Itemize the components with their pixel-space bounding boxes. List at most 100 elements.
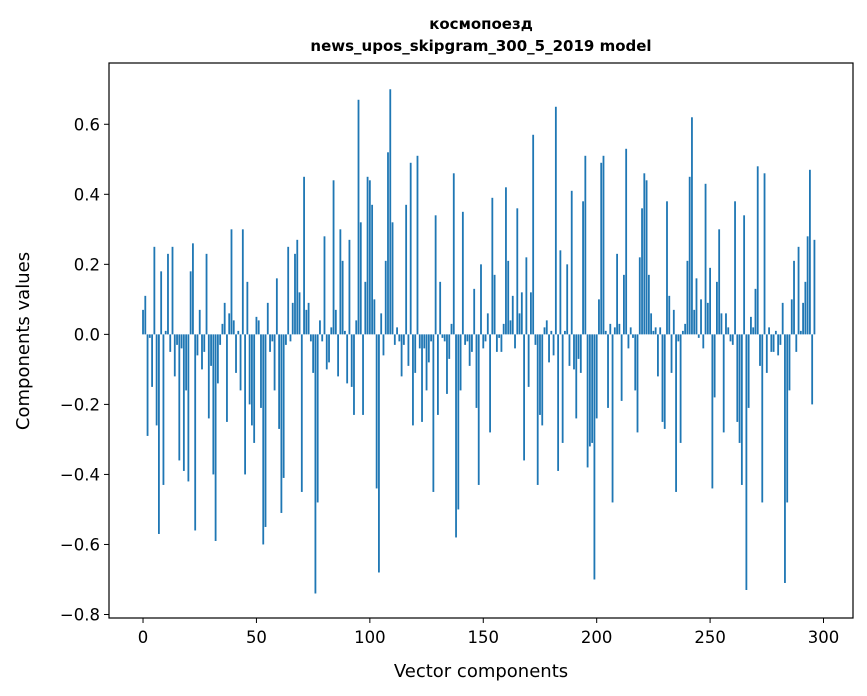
bar [430, 334, 432, 342]
bar [421, 334, 423, 422]
bar [695, 278, 698, 335]
y-tick-label: 0.6 [74, 115, 100, 134]
bar [232, 320, 235, 335]
bar [167, 253, 169, 335]
bar [720, 313, 723, 335]
bar [198, 309, 201, 335]
bar [575, 334, 578, 419]
bar [604, 330, 607, 335]
bar [348, 239, 351, 335]
bar [489, 334, 491, 433]
bar [763, 173, 766, 335]
bar [552, 334, 555, 356]
x-axis-label: Vector components [394, 661, 568, 682]
bar [611, 334, 614, 503]
bar [523, 334, 525, 461]
bar [634, 334, 637, 391]
bar [584, 155, 587, 335]
bar [196, 334, 199, 356]
bar [418, 334, 421, 349]
bar [527, 334, 530, 387]
bar [382, 334, 385, 356]
bar [405, 204, 408, 335]
bar [784, 334, 786, 583]
bar [359, 222, 362, 335]
bar [219, 334, 222, 345]
bar [278, 334, 281, 429]
bar [144, 295, 147, 335]
bar [740, 334, 743, 485]
bar [686, 260, 689, 335]
bar [516, 208, 519, 335]
bar [638, 257, 641, 335]
bar [173, 334, 176, 377]
bar [307, 302, 310, 335]
chart-title-line1: космопоезд [429, 15, 533, 33]
bar [334, 309, 337, 335]
bar [228, 313, 231, 335]
bar [257, 320, 260, 335]
bar [636, 334, 639, 433]
bar [672, 309, 675, 335]
bar [482, 334, 485, 349]
y-tick-label: 0.2 [74, 255, 100, 274]
bar [752, 327, 755, 335]
bar [484, 334, 487, 342]
bar [493, 274, 496, 335]
bar [146, 334, 149, 436]
bar [280, 334, 283, 513]
y-axis: −0.8 −0.6 −0.4 −0.2 0.0 0.2 0.4 0.6 [60, 115, 109, 624]
bar [171, 246, 174, 335]
bar [795, 334, 798, 352]
bar [253, 334, 256, 443]
bar [568, 334, 571, 366]
bar [400, 334, 403, 377]
bar [251, 334, 253, 426]
bar [697, 334, 700, 338]
x-tick-label: 0 [138, 628, 149, 647]
bar [623, 274, 625, 335]
bar [457, 334, 460, 510]
bar [371, 204, 374, 335]
bar [448, 334, 451, 359]
bar [158, 334, 160, 534]
x-tick-label: 300 [808, 628, 840, 647]
bar [378, 334, 380, 573]
y-axis-label: Components values [13, 252, 34, 430]
bar [316, 334, 319, 503]
bar [514, 334, 516, 349]
bar [434, 215, 437, 335]
bar [237, 330, 240, 335]
bar [770, 334, 773, 352]
bar [591, 334, 594, 443]
x-tick-label: 150 [468, 628, 500, 647]
y-tick-label: 0.0 [74, 325, 100, 344]
bar [468, 334, 471, 366]
bar [409, 162, 412, 335]
bar [598, 299, 600, 335]
bar [793, 260, 795, 335]
bar [536, 334, 539, 485]
bar [205, 253, 208, 335]
bar [223, 302, 226, 335]
bar [368, 180, 371, 335]
bar [344, 330, 346, 335]
bar [248, 334, 251, 405]
bar [768, 327, 770, 335]
bar [713, 334, 716, 398]
bar [330, 327, 333, 335]
bar [486, 313, 489, 335]
bar [221, 323, 224, 335]
bar [788, 334, 791, 391]
bar [779, 334, 782, 345]
bar [443, 334, 446, 342]
bar [625, 148, 628, 335]
bar [471, 334, 473, 352]
bar [700, 299, 702, 335]
bar [577, 334, 580, 359]
bar [207, 334, 210, 419]
bar [545, 320, 548, 335]
bar [212, 334, 215, 475]
bar [743, 215, 746, 335]
